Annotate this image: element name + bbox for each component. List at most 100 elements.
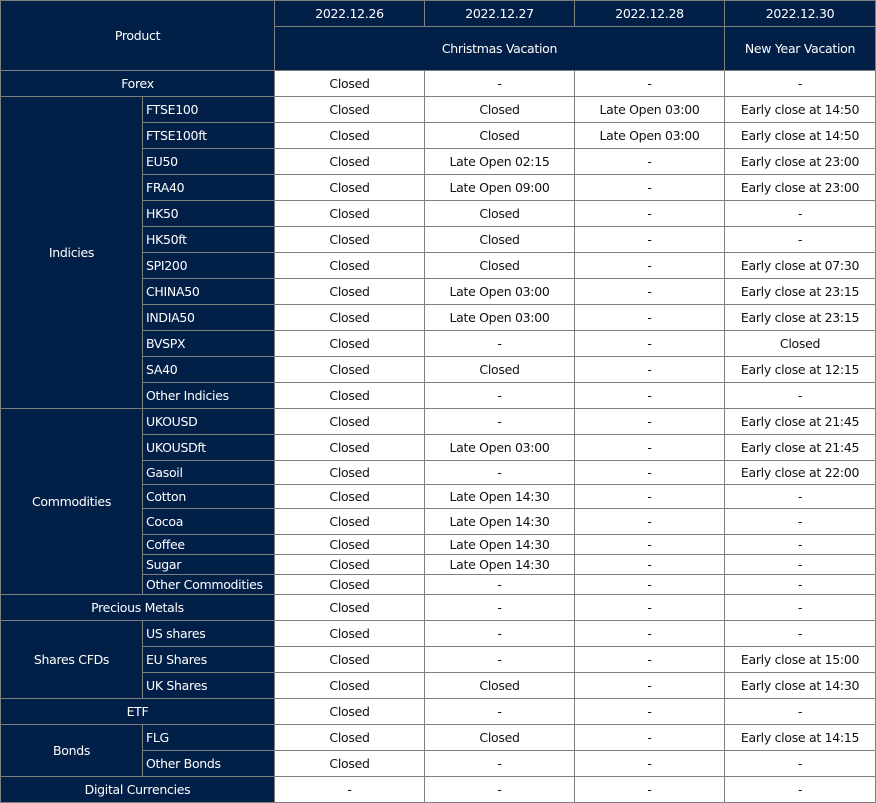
product-name: Other Commodities [142,574,275,595]
table-row: Other Indicies Closed - - - [1,382,876,409]
product-name: Cotton [142,484,275,509]
table-row: Coffee Closed Late Open 14:30- - [1,534,876,555]
status-cell: Early close at 23:00 [724,148,876,175]
table-row: Other Commodities Closed - - - [1,574,876,595]
status-cell: Closed [274,434,425,461]
table-row: Forex Closed - - - [0,70,876,97]
status-cell: Late Open 09:00 [424,174,575,201]
table-row: Other Bonds Closed - - - [1,750,876,777]
status-cell: - [724,698,876,725]
status-cell: - [424,574,575,595]
status-cell: Closed [274,646,425,673]
status-cell: - [424,594,575,621]
status-cell: Closed [724,330,876,357]
date-header: 2022.12.27 [424,0,575,27]
status-cell: - [574,594,725,621]
status-cell: Late Open 03:00 [424,434,575,461]
product-name: Other Bonds [142,750,275,777]
date-header: 2022.12.30 [724,0,876,27]
status-cell: - [724,484,876,509]
status-cell: - [424,620,575,647]
status-cell: Closed [274,620,425,647]
status-cell: Closed [274,724,425,751]
status-cell: - [424,408,575,435]
status-cell: Late Open 14:30 [424,484,575,509]
status-cell: - [574,434,725,461]
product-name: Coffee [142,534,275,555]
status-cell: - [574,200,725,227]
status-cell: Early close at 12:15 [724,356,876,383]
status-cell: Closed [274,278,425,305]
status-cell: - [574,382,725,409]
status-cell: - [724,70,876,97]
status-cell: Early close at 21:45 [724,434,876,461]
product-name: INDIA50 [142,304,275,331]
status-cell: - [724,200,876,227]
product-name: SA40 [142,356,275,383]
status-cell: - [424,330,575,357]
status-cell: Closed [274,304,425,331]
status-cell: - [574,278,725,305]
status-cell: Early close at 14:50 [724,122,876,149]
status-cell: - [574,534,725,555]
status-cell: Closed [274,200,425,227]
table-row: Bonds FLG Closed Closed - Early close at 14:1… [0,724,876,777]
status-cell: Closed [274,122,425,149]
table-row: Precious Metals Closed - - - [0,594,876,621]
status-cell: - [424,776,575,803]
product-name: FTSE100 [142,96,275,123]
table-row: Gasoil Closed - - Early close at 22:00 [1,460,876,485]
status-cell: Late Open 03:00 [424,278,575,305]
status-cell: Closed [274,174,425,201]
product-name: US shares [142,620,275,647]
table-row: EU Shares Closed - - Early close at 15:00 [1,646,876,673]
product-name: BVSPX [142,330,275,357]
group-indicies: Indicies [0,96,143,409]
status-cell: - [574,330,725,357]
status-cell: - [574,776,725,803]
status-cell: - [574,174,725,201]
status-cell: - [424,460,575,485]
status-cell: Early close at 22:00 [724,460,876,485]
status-cell: Late Open 03:00 [574,96,725,123]
table-row: HK50 Closed Closed - - [1,200,876,227]
table-row: UKOUSDft Closed Late Open 03:00- Early clos… [1,434,876,461]
status-cell: - [574,252,725,279]
product-name: UKOUSD [142,408,275,435]
status-cell: - [724,776,876,803]
product-name: HK50 [142,200,275,227]
status-cell: Early close at 14:15 [724,724,876,751]
status-cell: - [574,672,725,699]
status-cell: Closed [274,672,425,699]
status-cell: - [724,508,876,535]
status-cell: Closed [274,382,425,409]
status-cell: Late Open 02:15 [424,148,575,175]
status-cell: - [724,574,876,595]
status-cell: - [724,594,876,621]
status-cell: - [574,304,725,331]
table-row: UK Shares Closed Closed - Early close at 14:… [1,672,876,699]
status-cell: - [724,382,876,409]
status-cell: - [724,554,876,575]
status-cell: - [424,646,575,673]
status-cell: - [424,750,575,777]
status-cell: Closed [274,96,425,123]
table-row: BVSPX Closed - - Closed [1,330,876,357]
product-name: Cocoa [142,508,275,535]
status-cell: - [724,226,876,253]
product-name: SPI200 [142,252,275,279]
product-name: FTSE100ft [142,122,275,149]
table-row: ETF Closed - - - [0,698,876,725]
status-cell: - [424,382,575,409]
status-cell: - [574,148,725,175]
status-cell: - [574,724,725,751]
status-cell: - [574,226,725,253]
product-name: Sugar [142,554,275,575]
group-shares-cfds: Shares CFDs [0,620,143,699]
status-cell: Early close at 14:30 [724,672,876,699]
status-cell: - [574,460,725,485]
status-cell: - [574,408,725,435]
group-digital-currencies: Digital Currencies [0,776,275,803]
status-cell: - [574,554,725,575]
status-cell: Closed [274,252,425,279]
